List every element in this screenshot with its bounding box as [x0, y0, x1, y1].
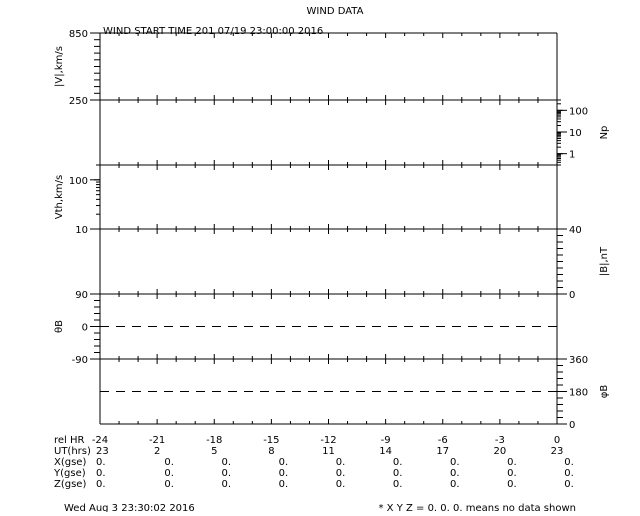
y-tick-label: 10 [75, 225, 88, 236]
x-tick-label: -9 [381, 435, 391, 446]
x-tick-label: 0. [164, 479, 174, 490]
footer-note: * X Y Z = 0. 0. 0. means no data shown [378, 503, 576, 512]
x-tick-label: 0. [393, 479, 403, 490]
x-tick-label: 20 [494, 446, 507, 457]
x-tick-label: 2 [154, 446, 160, 457]
y-axis-label: |V|,km/s [54, 46, 65, 87]
x-tick-label: 0. [564, 479, 574, 490]
y-tick-label: 0 [82, 323, 88, 334]
x-row-label: Z(gse) [54, 479, 86, 490]
x-tick-label: 0. [393, 468, 403, 479]
x-tick-label: 11 [322, 446, 335, 457]
x-tick-label: 0. [507, 468, 517, 479]
x-tick-label: 0. [450, 457, 460, 468]
x-tick-label: -12 [320, 435, 336, 446]
x-tick-label: 0. [336, 468, 346, 479]
y-tick-label: 90 [75, 290, 88, 301]
y-tick-label: 250 [69, 96, 88, 107]
x-tick-label: -18 [206, 435, 222, 446]
y-axis-label: Np [599, 126, 610, 140]
x-tick-label: 0. [221, 468, 231, 479]
x-tick-label: 0. [336, 457, 346, 468]
x-tick-label: 14 [379, 446, 392, 457]
y-tick-label: -90 [72, 355, 88, 366]
footer-timestamp: Wed Aug 3 23:30:02 2016 [64, 503, 195, 512]
y-tick-label: 100 [69, 176, 88, 187]
y-tick-label: 180 [569, 388, 588, 399]
x-tick-label: 0. [393, 457, 403, 468]
x-tick-label: 0. [450, 479, 460, 490]
y-tick-label: 0 [569, 420, 575, 431]
x-row-label: Y(gse) [53, 468, 86, 479]
x-tick-label: 0. [336, 479, 346, 490]
y-tick-label: 360 [569, 355, 588, 366]
x-tick-label: 0. [164, 468, 174, 479]
x-tick-label: 0. [164, 457, 174, 468]
x-tick-label: 0. [450, 468, 460, 479]
x-tick-label: 0. [221, 457, 231, 468]
x-tick-label: -3 [495, 435, 505, 446]
x-tick-label: 0. [96, 479, 106, 490]
x-tick-label: 23 [96, 446, 109, 457]
x-tick-label: 0. [96, 457, 106, 468]
y-axis-label: θB [54, 320, 65, 333]
x-row-label: rel HR [54, 435, 85, 446]
x-tick-label: -15 [263, 435, 279, 446]
x-tick-label: 23 [551, 446, 564, 457]
y-axis-label: φB [599, 385, 610, 399]
x-tick-label: 0. [279, 468, 289, 479]
x-tick-label: 0. [507, 479, 517, 490]
x-tick-label: 0. [507, 457, 517, 468]
y-tick-label: 10 [569, 128, 582, 139]
chart-title: WIND DATA [307, 6, 364, 17]
x-tick-label: 0. [221, 479, 231, 490]
y-tick-label: 0 [569, 290, 575, 301]
x-tick-label: -6 [438, 435, 448, 446]
x-tick-label: 17 [436, 446, 449, 457]
y-tick-label: 100 [569, 106, 588, 117]
y-tick-label: 1 [569, 150, 575, 161]
x-tick-label: 0. [96, 468, 106, 479]
x-tick-label: 0. [564, 468, 574, 479]
x-tick-label: 0. [279, 479, 289, 490]
x-tick-label: 8 [268, 446, 274, 457]
y-tick-label: 40 [569, 225, 582, 236]
x-tick-label: 0 [554, 435, 560, 446]
y-axis-label: |B|,nT [599, 246, 610, 276]
x-tick-label: -24 [92, 435, 108, 446]
chart-subtitle: WIND START TIME 201 07/19 23:00:00 2016 [103, 26, 323, 37]
x-tick-label: 0. [279, 457, 289, 468]
y-tick-label: 850 [69, 29, 88, 40]
x-row-label: X(gse) [54, 457, 86, 468]
x-tick-label: 0. [564, 457, 574, 468]
x-row-label: UT(hrs) [54, 446, 91, 457]
y-axis-label: Vth,km/s [54, 175, 65, 219]
x-tick-label: 5 [211, 446, 217, 457]
x-tick-label: -21 [149, 435, 165, 446]
